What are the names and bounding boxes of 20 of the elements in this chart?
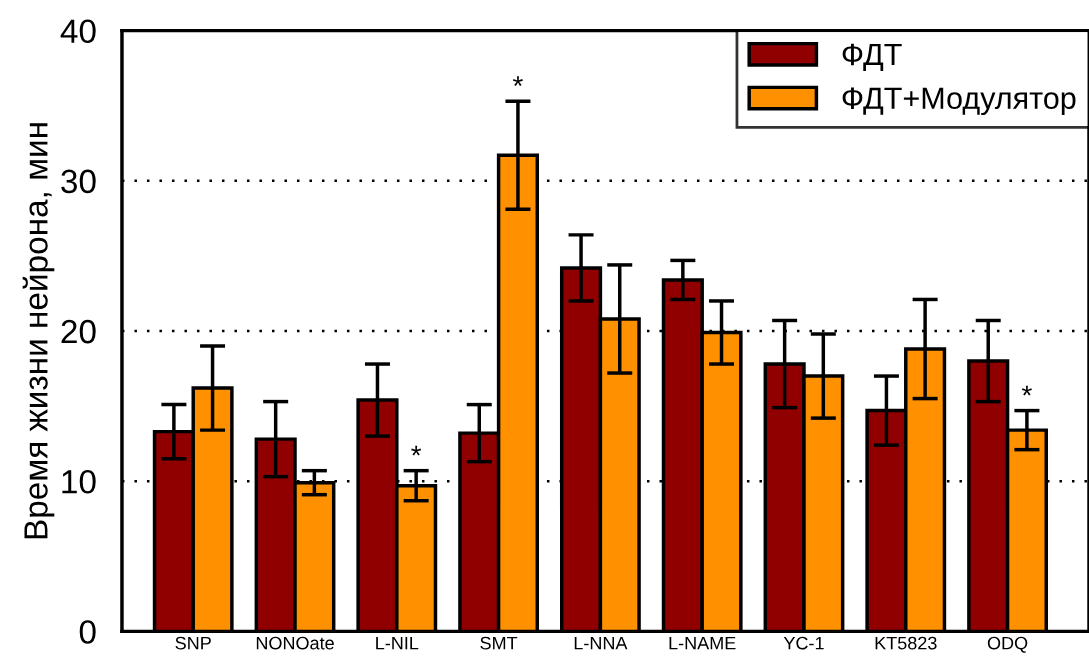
x-tick-label: ODQ — [987, 636, 1028, 653]
x-tick-label: L-NAME — [669, 636, 736, 650]
y-tick-label: 30 — [61, 169, 96, 194]
x-tick-label: KT5823 — [875, 636, 937, 650]
annotation: * — [411, 445, 422, 456]
y-axis-title: Время жизни нейрона, мин — [22, 123, 55, 539]
x-tick-label: L-NNA — [574, 636, 628, 650]
legend-label: ФДТ — [842, 43, 902, 72]
y-tick-label: 40 — [60, 19, 96, 44]
y-tick-label: 10 — [62, 469, 96, 494]
x-tick-label: L-NIL — [376, 636, 419, 650]
x-tick-label: YC-1 — [783, 636, 824, 650]
y-tick-label: 0 — [79, 620, 96, 644]
annotation: * — [1021, 385, 1032, 396]
x-tick-label: SMT — [480, 636, 518, 650]
annotation: * — [512, 76, 523, 87]
x-tick-label: SNP — [175, 636, 211, 650]
legend-label: ФДТ+Модулятор — [842, 87, 1076, 116]
y-tick-label: 20 — [61, 319, 96, 344]
x-tick-label: NONOate — [256, 636, 334, 650]
